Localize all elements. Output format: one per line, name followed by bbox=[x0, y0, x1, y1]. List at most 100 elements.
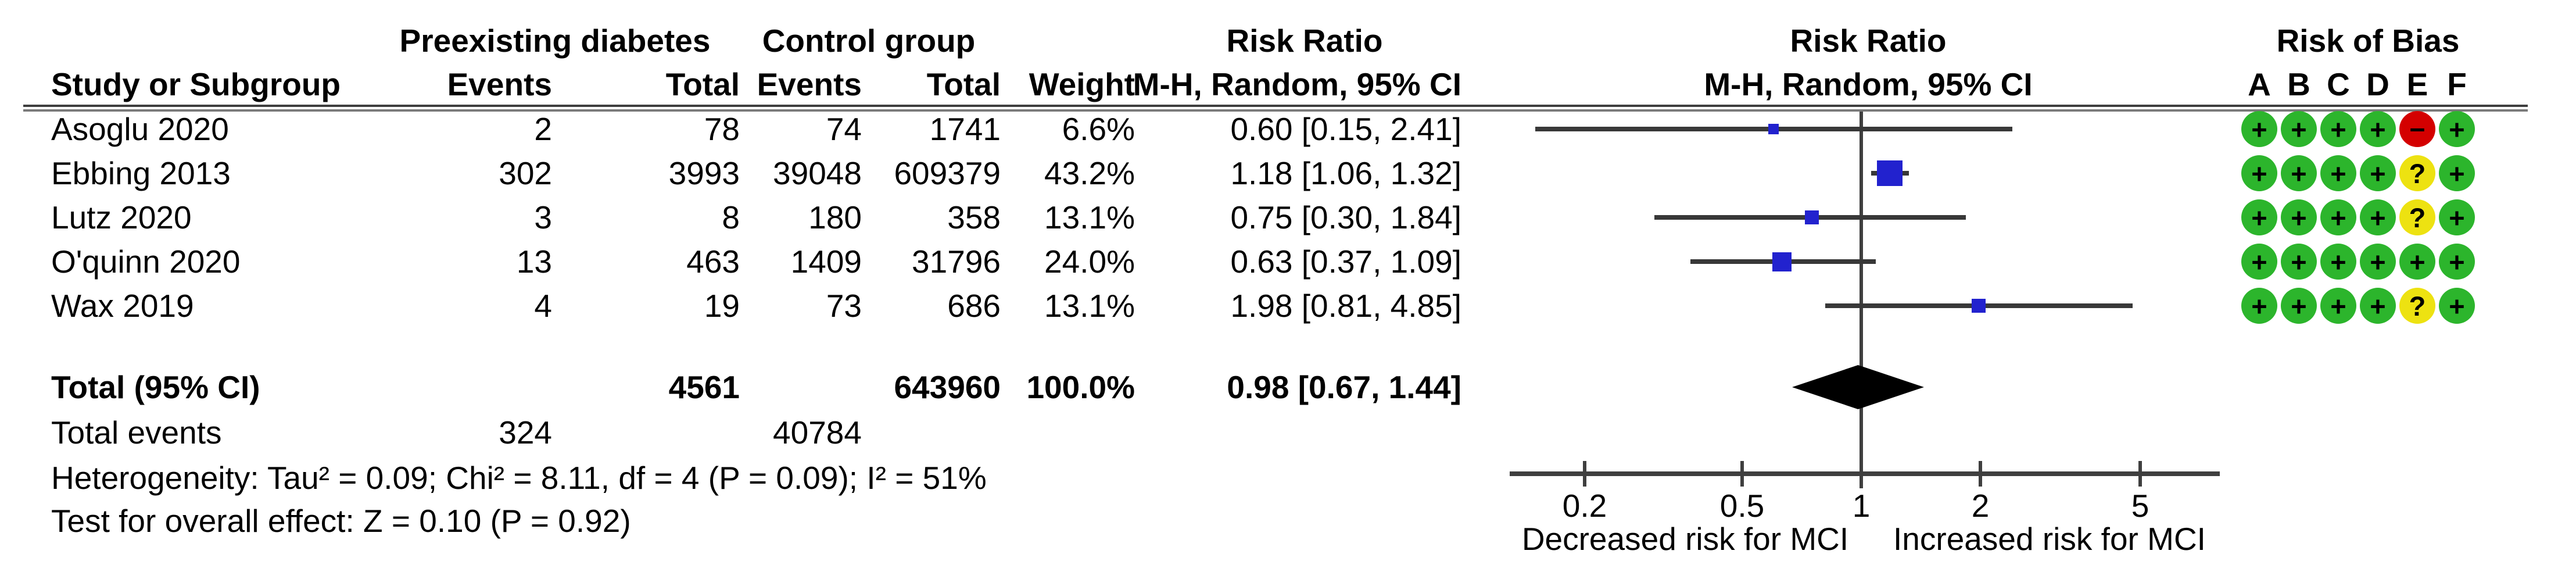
study-name: O'quinn 2020 bbox=[51, 244, 241, 280]
rob-dot: + bbox=[2399, 244, 2435, 280]
x-tick-label: 5 bbox=[2131, 488, 2149, 524]
heterogeneity-text: Heterogeneity: Tau² = 0.09; Chi² = 8.11,… bbox=[51, 460, 987, 496]
rob-dot: + bbox=[2439, 111, 2475, 147]
weight-sum: 100.0% bbox=[1026, 369, 1135, 405]
rob-dot: + bbox=[2281, 155, 2317, 191]
table-row: Lutz 2020 3 8 180 358 13.1% 0.75 [0.30, … bbox=[0, 202, 2576, 234]
total2-value: 31796 bbox=[912, 244, 1001, 280]
weight-value: 13.1% bbox=[1044, 288, 1135, 324]
total1-value: 3993 bbox=[668, 155, 740, 191]
study-name: Lutz 2020 bbox=[51, 199, 192, 235]
rob-dot: ? bbox=[2399, 155, 2435, 191]
total1-value: 8 bbox=[722, 199, 740, 235]
rr-ci-value: 0.63 [0.37, 1.09] bbox=[1230, 244, 1461, 280]
weight-value: 6.6% bbox=[1062, 111, 1135, 147]
table-row: Asoglu 2020 2 78 74 1741 6.6% 0.60 [0.15… bbox=[0, 113, 2576, 145]
header-group-row: Preexisting diabetes Control group Risk … bbox=[0, 25, 2576, 57]
risk-ratio-text-col-title: Risk Ratio bbox=[1226, 23, 1383, 59]
x-tick-1 bbox=[1860, 461, 1863, 487]
x-tick-05 bbox=[1740, 461, 1744, 487]
rob-col-b: B bbox=[2287, 66, 2310, 102]
total2-value: 1741 bbox=[929, 111, 1001, 147]
x-tick-label: 1 bbox=[1852, 488, 1871, 524]
axis-label-right: Increased risk for MCI bbox=[1893, 521, 2206, 557]
events1-value: 302 bbox=[499, 155, 552, 191]
rob-col-f: F bbox=[2447, 66, 2467, 102]
rob-dot: + bbox=[2360, 111, 2396, 147]
total2-header: Total bbox=[926, 66, 1001, 102]
rob-dot: + bbox=[2320, 199, 2356, 235]
rob-col-c: C bbox=[2327, 66, 2350, 102]
rob-dot: + bbox=[2241, 111, 2277, 147]
events2-value: 180 bbox=[808, 199, 862, 235]
group2-header: Control group bbox=[762, 23, 976, 59]
rr-ci-value: 0.75 [0.30, 1.84] bbox=[1230, 199, 1461, 235]
total-events-row: Total events 324 40784 bbox=[0, 417, 2576, 449]
axis-label-left: Decreased risk for MCI bbox=[1521, 521, 1849, 557]
rob-dot: ? bbox=[2399, 288, 2435, 324]
table-row: Ebbing 2013 302 3993 39048 609379 43.2% … bbox=[0, 158, 2576, 190]
point-marker-wax bbox=[1972, 299, 1986, 313]
x-tick-2 bbox=[1979, 461, 1982, 487]
rob-dot: + bbox=[2439, 288, 2475, 324]
study-name: Ebbing 2013 bbox=[51, 155, 231, 191]
total-row: Total (95% CI) 4561 643960 100.0% 0.98 [… bbox=[0, 371, 2576, 403]
rr-ci-value: 0.60 [0.15, 2.41] bbox=[1230, 111, 1461, 147]
events2-value: 1409 bbox=[790, 244, 862, 280]
total-label: Total (95% CI) bbox=[51, 369, 260, 405]
rob-dot: + bbox=[2241, 155, 2277, 191]
weight-header: Weight bbox=[1029, 66, 1135, 102]
rr-method-plot-header: M-H, Random, 95% CI bbox=[1704, 66, 2033, 102]
total1-value: 78 bbox=[704, 111, 740, 147]
total1-header: Total bbox=[665, 66, 740, 102]
x-axis-line bbox=[1510, 471, 2220, 476]
rob-dot: + bbox=[2241, 244, 2277, 280]
x-tick-5 bbox=[2138, 461, 2142, 487]
rob-dot: + bbox=[2360, 244, 2396, 280]
total-events-label: Total events bbox=[51, 414, 222, 451]
rob-dot: + bbox=[2241, 199, 2277, 235]
rob-dot: + bbox=[2439, 155, 2475, 191]
rob-col-a: A bbox=[2248, 66, 2271, 102]
x-tick-label: 0.2 bbox=[1562, 488, 1607, 524]
header-rule-top bbox=[23, 105, 2528, 107]
total1-value: 463 bbox=[686, 244, 740, 280]
total2-sum: 643960 bbox=[894, 369, 1001, 405]
header-rule-bottom bbox=[23, 109, 2528, 112]
events2-value: 74 bbox=[826, 111, 862, 147]
events1-header: Events bbox=[447, 66, 552, 102]
point-marker-oquinn bbox=[1772, 252, 1792, 271]
table-row: O'quinn 2020 13 463 1409 31796 24.0% 0.6… bbox=[0, 246, 2576, 278]
total1-value: 19 bbox=[704, 288, 740, 324]
overall-effect-text: Test for overall effect: Z = 0.10 (P = 0… bbox=[51, 503, 631, 539]
rr-ci-value: 1.98 [0.81, 4.85] bbox=[1230, 288, 1461, 324]
risk-of-bias-title: Risk of Bias bbox=[2276, 23, 2460, 59]
point-marker-lutz bbox=[1805, 210, 1819, 224]
rob-dot: + bbox=[2320, 244, 2356, 280]
rob-dot: + bbox=[2439, 244, 2475, 280]
table-row: Wax 2019 4 19 73 686 13.1% 1.98 [0.81, 4… bbox=[0, 290, 2576, 322]
null-effect-line bbox=[1860, 112, 1863, 488]
weight-value: 24.0% bbox=[1044, 244, 1135, 280]
point-marker-ebbing bbox=[1877, 160, 1903, 186]
heterogeneity-row: Heterogeneity: Tau² = 0.09; Chi² = 8.11,… bbox=[0, 462, 2576, 494]
total2-value: 358 bbox=[947, 199, 1001, 235]
point-marker-asoglu bbox=[1768, 124, 1779, 134]
rr-method-text-col-header: M-H, Random, 95% CI bbox=[1133, 66, 1461, 102]
rob-dot: + bbox=[2241, 288, 2277, 324]
total2-value: 609379 bbox=[894, 155, 1001, 191]
rob-dot: ? bbox=[2399, 199, 2435, 235]
rob-dot: − bbox=[2399, 111, 2435, 147]
study-name: Wax 2019 bbox=[51, 288, 194, 324]
events2-header: Events bbox=[757, 66, 862, 102]
rob-col-d: D bbox=[2366, 66, 2389, 102]
weight-value: 43.2% bbox=[1044, 155, 1135, 191]
total-events-exp: 324 bbox=[499, 414, 552, 451]
events2-value: 39048 bbox=[773, 155, 862, 191]
study-col-header: Study or Subgroup bbox=[51, 66, 341, 102]
rob-dot: + bbox=[2320, 111, 2356, 147]
rob-dot: + bbox=[2281, 199, 2317, 235]
total-events-ctrl: 40784 bbox=[773, 414, 862, 451]
events1-value: 13 bbox=[516, 244, 552, 280]
